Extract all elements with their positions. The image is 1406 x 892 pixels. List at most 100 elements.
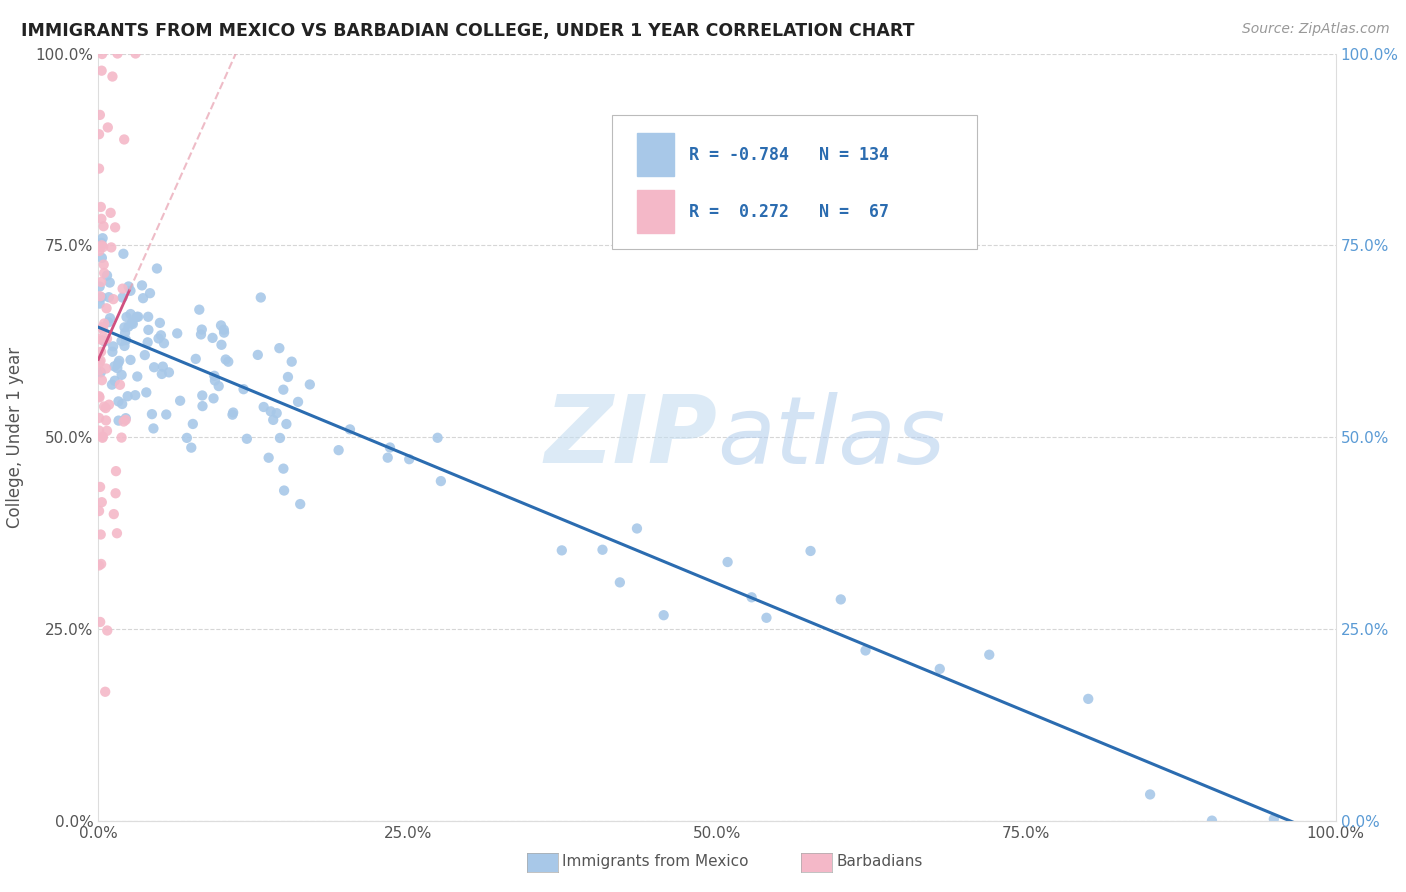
Point	[91, 47, 114, 62]
FancyBboxPatch shape	[612, 115, 977, 249]
Point	[98, 276, 121, 290]
Point	[134, 348, 156, 362]
Point	[90, 373, 112, 387]
Point	[89, 244, 111, 258]
Point	[104, 374, 127, 388]
Point	[257, 450, 280, 465]
Point	[97, 120, 120, 135]
Point	[135, 385, 157, 400]
Point	[120, 307, 142, 321]
Point	[90, 353, 112, 368]
Point	[114, 320, 136, 334]
Point	[89, 390, 111, 404]
Point	[152, 359, 174, 374]
Point	[184, 351, 207, 366]
Point	[176, 431, 198, 445]
Point	[269, 341, 291, 355]
Point	[94, 413, 117, 427]
Point	[93, 334, 115, 349]
Point	[97, 290, 120, 304]
Point	[398, 452, 420, 467]
Point	[127, 310, 149, 324]
Point	[90, 557, 112, 571]
Text: Source: ZipAtlas.com: Source: ZipAtlas.com	[1241, 22, 1389, 37]
Point	[91, 430, 114, 444]
Point	[232, 382, 254, 396]
Point	[108, 377, 131, 392]
Point	[339, 422, 361, 436]
Point	[96, 424, 118, 438]
Point	[298, 377, 321, 392]
Point	[94, 361, 117, 376]
Point	[101, 344, 124, 359]
Point	[90, 275, 112, 289]
Point	[87, 127, 110, 141]
Point	[855, 643, 877, 657]
Point	[111, 291, 134, 305]
Point	[124, 388, 146, 402]
Point	[430, 474, 453, 488]
Point	[217, 354, 239, 368]
Point	[212, 323, 235, 337]
Point	[273, 383, 295, 397]
Point	[131, 278, 153, 293]
Point	[93, 317, 115, 331]
Point	[215, 352, 238, 367]
Point	[117, 279, 139, 293]
Point	[91, 240, 114, 254]
Point	[212, 326, 235, 340]
Point	[112, 132, 135, 146]
Point	[89, 279, 111, 293]
Point	[87, 161, 110, 176]
Point	[117, 319, 139, 334]
Point	[378, 441, 401, 455]
Point	[89, 296, 111, 310]
Point	[87, 389, 110, 403]
Point	[125, 310, 148, 324]
Point	[89, 332, 111, 346]
Point	[105, 361, 128, 376]
Point	[138, 323, 160, 337]
Point	[253, 400, 276, 414]
Point	[90, 290, 112, 304]
Point	[101, 70, 124, 84]
Point	[91, 320, 114, 334]
Point	[87, 363, 110, 377]
Point	[91, 323, 114, 337]
Point	[104, 220, 127, 235]
Point	[114, 326, 136, 340]
Point	[120, 352, 142, 367]
Point	[180, 441, 202, 455]
Point	[87, 411, 110, 425]
Point	[1201, 814, 1223, 828]
Point	[266, 406, 288, 420]
Point	[150, 367, 173, 381]
Point	[94, 401, 117, 415]
Text: Barbadians: Barbadians	[837, 855, 922, 869]
Point	[120, 284, 142, 298]
Point	[93, 400, 115, 414]
Point	[928, 662, 950, 676]
Point	[94, 685, 117, 699]
Point	[191, 399, 214, 413]
Point	[280, 354, 302, 368]
Point	[112, 415, 135, 429]
Point	[190, 327, 212, 342]
Point	[96, 624, 118, 638]
Point	[107, 394, 129, 409]
Point	[97, 315, 120, 329]
Point	[89, 615, 111, 629]
Point	[127, 369, 149, 384]
Point	[112, 247, 135, 261]
Point	[260, 404, 283, 418]
Point	[755, 611, 778, 625]
Point	[115, 333, 138, 347]
Point	[114, 413, 136, 427]
Point	[273, 483, 295, 498]
Text: atlas: atlas	[717, 392, 945, 483]
Point	[377, 450, 399, 465]
Point	[107, 414, 129, 428]
Point	[121, 317, 143, 331]
Point	[208, 379, 231, 393]
Text: ZIP: ZIP	[544, 391, 717, 483]
